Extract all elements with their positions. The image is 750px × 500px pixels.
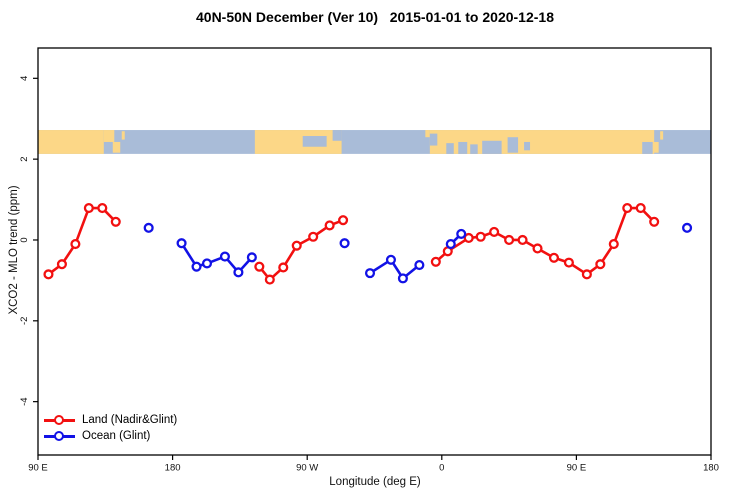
legend-label-ocean: Ocean (Glint): [82, 430, 151, 442]
land-data-point: [430, 256, 441, 267]
chart-title: 40N-50N December (Ver 10) 2015-01-01 to …: [196, 9, 554, 25]
map-band-ocean-patch: [507, 137, 519, 153]
x-tick-label: 180: [703, 463, 719, 474]
land-data-point: [291, 240, 302, 251]
y-axis-label: XCO2 - MLO trend (ppm): [8, 185, 20, 315]
map-band-ocean-patch: [429, 133, 438, 146]
map-band-ocean-patch: [482, 140, 502, 154]
map-band-ocean-patch: [458, 141, 468, 154]
land-line: [434, 206, 656, 276]
map-band-land-patch: [254, 130, 342, 154]
ocean-data-point: [233, 267, 244, 278]
land-data-point: [264, 274, 275, 285]
ocean-data-point: [364, 268, 376, 279]
map-band-ocean-patch: [524, 141, 531, 151]
y-tick-label: -2: [19, 317, 30, 325]
land-data-point: [532, 243, 543, 254]
y-tick-label: 0: [19, 237, 30, 242]
ocean-line: [368, 258, 421, 280]
land-data-point: [278, 262, 289, 273]
series-ocean: [143, 222, 693, 284]
land-data-point: [563, 257, 574, 268]
land-data-point: [308, 231, 319, 242]
land-data-point: [649, 216, 660, 227]
map-band-land-patch: [112, 141, 121, 153]
x-tick-label: 90 E: [567, 463, 587, 474]
ocean-data-point: [682, 222, 693, 233]
land-data-point: [324, 220, 335, 231]
legend: Land (Nadir&Glint) Ocean (Glint): [44, 412, 177, 444]
legend-item-land: Land (Nadir&Glint): [44, 412, 177, 428]
ocean-data-point: [397, 273, 408, 284]
ocean-data-point: [445, 238, 456, 250]
map-band-ocean-patch: [446, 143, 454, 154]
land-data-point: [83, 203, 94, 214]
land-data-point: [548, 252, 560, 263]
land-data-point: [622, 203, 633, 214]
land-data-point: [581, 269, 592, 280]
land-data-point: [595, 259, 606, 270]
ocean-data-point: [414, 259, 425, 271]
ocean-data-point: [219, 251, 230, 262]
ocean-series-marker-icon: [44, 430, 75, 442]
land-data-point: [338, 215, 349, 226]
ocean-data-point: [201, 258, 213, 269]
land-data-point: [463, 232, 474, 244]
ocean-data-point: [456, 228, 467, 239]
land-data-point: [517, 234, 528, 246]
land-data-point: [475, 231, 486, 242]
x-tick-label: 90 E: [28, 463, 48, 474]
map-band-ocean-patch: [302, 136, 327, 147]
map-band-land-patch: [121, 131, 125, 140]
ocean-data-point: [385, 254, 397, 265]
land-data-point: [110, 216, 121, 227]
land-data-point: [70, 238, 81, 250]
x-tick-label: 0: [439, 463, 444, 474]
ocean-data-point: [339, 238, 350, 249]
land-series-marker-icon: [44, 414, 75, 426]
land-data-point: [489, 226, 500, 237]
ocean-data-point: [176, 238, 187, 249]
land-data-point: [43, 269, 54, 280]
y-tick-label: -4: [19, 397, 30, 405]
map-band-ocean-patch: [642, 141, 653, 154]
x-tick-label: 180: [165, 463, 181, 474]
x-axis-ticks: 90 E 180 90 W 0 90 E 180: [28, 455, 719, 474]
ocean-data-point: [191, 261, 202, 272]
plot-box: [37, 47, 712, 456]
land-data-point: [504, 234, 515, 246]
map-band-land-patch: [425, 130, 430, 138]
map-band-land-patch: [103, 130, 115, 142]
x-axis-label: Longitude (deg E): [329, 476, 421, 488]
ocean-data-point: [246, 252, 257, 263]
land-data-point: [97, 203, 108, 214]
y-tick-label: 4: [19, 76, 30, 81]
map-band-land-patch: [660, 131, 664, 140]
y-axis-ticks: 4 2 0 -2 -4: [19, 76, 38, 406]
map-band-land-patch: [651, 141, 659, 153]
ocean-data-point: [143, 222, 154, 233]
land-data-point: [56, 259, 67, 270]
land-data-point: [608, 238, 619, 250]
legend-item-ocean: Ocean (Glint): [44, 428, 177, 444]
x-tick-label: 90 W: [296, 463, 318, 474]
map-band-ocean-patch: [470, 144, 478, 154]
land-data-point: [254, 261, 265, 272]
map-band-land-patch: [38, 130, 104, 154]
map-band-ocean-patch: [332, 130, 342, 141]
y-tick-label: 2: [19, 156, 30, 161]
legend-label-land: Land (Nadir&Glint): [82, 414, 178, 426]
series-land: [43, 203, 660, 285]
map-band: [38, 130, 711, 154]
land-data-point: [635, 203, 646, 214]
